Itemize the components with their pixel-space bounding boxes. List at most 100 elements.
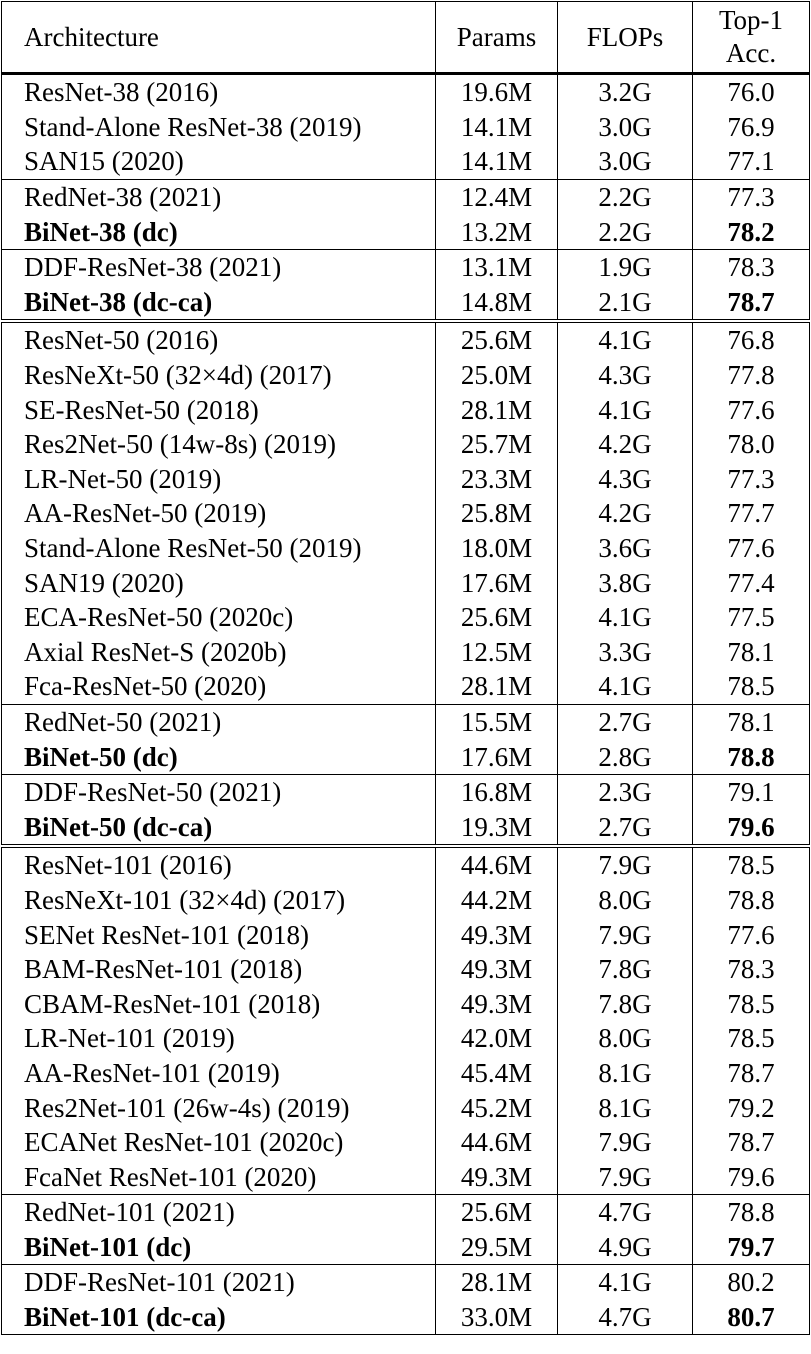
table-cell: Fca-ResNet-50 (2020)	[1, 669, 436, 705]
table-row: ECANet ResNet-101 (2020c) 44.6M 7.9G 78.7	[1, 1124, 810, 1160]
table-cell: 45.2M	[435, 1090, 558, 1125]
table-cell: SENet ResNet-101 (2018)	[1, 917, 436, 952]
table-cell: 3.0G	[557, 109, 693, 145]
table-cell: 14.1M	[435, 144, 558, 180]
table-cell: SAN19 (2020)	[1, 565, 436, 600]
table-row: Stand-Alone ResNet-38 (2019) 14.1M 3.0G 76.…	[1, 109, 810, 145]
table-cell: 23.3M	[435, 461, 558, 497]
table-cell: 78.1	[692, 703, 810, 740]
table-cell: ResNeXt-101 (32×4d) (2017)	[1, 882, 436, 918]
table-cell: BiNet-50 (dc-ca)	[1, 809, 436, 847]
table-cell: 77.3	[692, 461, 810, 497]
table-row: SAN19 (2020) 17.6M 3.8G 77.4	[1, 565, 810, 600]
table-cell: 77.5	[692, 599, 810, 635]
table-row: LR-Net-101 (2019) 42.0M 8.0G 78.5	[1, 1021, 810, 1056]
table-row: Stand-Alone ResNet-50 (2019) 18.0M 3.6G 77.…	[1, 530, 810, 566]
table-cell: 79.2	[692, 1090, 810, 1125]
table-cell: 2.2G	[557, 214, 693, 250]
table-cell: 49.3M	[435, 917, 558, 952]
table-cell: 14.8M	[435, 284, 558, 322]
table-cell: 18.0M	[435, 530, 558, 566]
table-cell: 2.8G	[557, 739, 693, 775]
table-cell: 78.5	[692, 986, 810, 1022]
table-cell: 19.3M	[435, 809, 558, 847]
table-cell: 78.8	[692, 739, 810, 775]
table-row: ResNet-38 (2016) 19.6M 3.2G 76.0	[1, 73, 810, 110]
table-cell: 7.9G	[557, 1124, 693, 1160]
table-cell: 4.1G	[557, 669, 693, 705]
table-row: SENet ResNet-101 (2018) 49.3M 7.9G 77.6	[1, 917, 810, 952]
table-cell: 78.5	[692, 669, 810, 705]
table-cell: 25.7M	[435, 426, 558, 462]
table-cell: 77.7	[692, 496, 810, 531]
table-cell: 7.9G	[557, 844, 693, 883]
table-cell: RedNet-101 (2021)	[1, 1193, 436, 1230]
table-row: Res2Net-50 (14w-8s) (2019) 25.7M 4.2G 78.0	[1, 426, 810, 462]
table-cell: 4.3G	[557, 357, 693, 393]
table-cell: BiNet-38 (dc)	[1, 214, 436, 250]
table-cell: 29.5M	[435, 1229, 558, 1265]
table-row: SE-ResNet-50 (2018) 28.1M 4.1G 77.6	[1, 392, 810, 427]
table-cell: 3.2G	[557, 73, 693, 110]
table-cell: ResNet-101 (2016)	[1, 844, 436, 883]
table-cell: BiNet-38 (dc-ca)	[1, 284, 436, 322]
table-cell: 4.2G	[557, 426, 693, 462]
table-cell: 3.6G	[557, 530, 693, 566]
table-cell: 80.7	[692, 1299, 810, 1336]
table-row: BiNet-38 (dc-ca) 14.8M 2.1G 78.7	[1, 284, 810, 322]
table-row: AA-ResNet-101 (2019) 45.4M 8.1G 78.7	[1, 1055, 810, 1091]
table-cell: 77.1	[692, 144, 810, 180]
table-cell: 28.1M	[435, 1264, 558, 1300]
table-cell: Res2Net-101 (26w-4s) (2019)	[1, 1090, 436, 1125]
table-row: ResNeXt-50 (32×4d) (2017) 25.0M 4.3G 77.8	[1, 357, 810, 393]
table-cell: 7.9G	[557, 1159, 693, 1195]
table-cell: 78.5	[692, 1021, 810, 1056]
table-header: Architecture Params FLOPs Top-1 Acc.	[1, 1, 810, 75]
table-cell: 78.8	[692, 882, 810, 918]
table-cell: LR-Net-101 (2019)	[1, 1021, 436, 1056]
table-cell: 2.7G	[557, 703, 693, 740]
table-cell: 8.0G	[557, 882, 693, 918]
table-cell: 77.6	[692, 917, 810, 952]
table-cell: 77.8	[692, 357, 810, 393]
table-row: LR-Net-50 (2019) 23.3M 4.3G 77.3	[1, 461, 810, 497]
table-cell: 77.6	[692, 392, 810, 427]
table-cell: 4.2G	[557, 496, 693, 531]
table-cell: 3.0G	[557, 144, 693, 180]
table-cell: 79.1	[692, 773, 810, 810]
table-cell: AA-ResNet-101 (2019)	[1, 1055, 436, 1091]
table-cell: 7.8G	[557, 986, 693, 1022]
table-cell: 2.7G	[557, 809, 693, 847]
table-cell: 78.3	[692, 951, 810, 987]
table-cell: 13.2M	[435, 214, 558, 250]
table-cell: 12.5M	[435, 634, 558, 670]
table-cell: 25.6M	[435, 319, 558, 358]
table-row: BiNet-50 (dc-ca) 19.3M 2.7G 79.6	[1, 809, 810, 847]
table-row: BiNet-101 (dc) 29.5M 4.9G 79.7	[1, 1229, 810, 1265]
table-cell: 8.0G	[557, 1021, 693, 1056]
table-cell: 78.8	[692, 1193, 810, 1230]
table-cell: 4.1G	[557, 1264, 693, 1300]
table-cell: 8.1G	[557, 1090, 693, 1125]
table-cell: 80.2	[692, 1264, 810, 1300]
table-cell: Stand-Alone ResNet-38 (2019)	[1, 109, 436, 145]
table-cell: 1.9G	[557, 248, 693, 285]
table-cell: CBAM-ResNet-101 (2018)	[1, 986, 436, 1022]
table-cell: 19.6M	[435, 73, 558, 110]
table-cell: ECANet ResNet-101 (2020c)	[1, 1124, 436, 1160]
table-cell: 79.6	[692, 1159, 810, 1195]
table-cell: 77.4	[692, 565, 810, 600]
table-row: Fca-ResNet-50 (2020) 28.1M 4.1G 78.5	[1, 669, 810, 705]
table-cell: 3.8G	[557, 565, 693, 600]
table-cell: SE-ResNet-50 (2018)	[1, 392, 436, 427]
table-row: BiNet-38 (dc) 13.2M 2.2G 78.2	[1, 214, 810, 250]
table-cell: 17.6M	[435, 739, 558, 775]
table-cell: 15.5M	[435, 703, 558, 740]
table-cell: 4.9G	[557, 1229, 693, 1265]
table-cell: 76.8	[692, 319, 810, 358]
table-cell: 44.6M	[435, 1124, 558, 1160]
table-cell: Axial ResNet-S (2020b)	[1, 634, 436, 670]
table-cell: BiNet-50 (dc)	[1, 739, 436, 775]
table-cell: 25.6M	[435, 1193, 558, 1230]
table-cell: ResNeXt-50 (32×4d) (2017)	[1, 357, 436, 393]
